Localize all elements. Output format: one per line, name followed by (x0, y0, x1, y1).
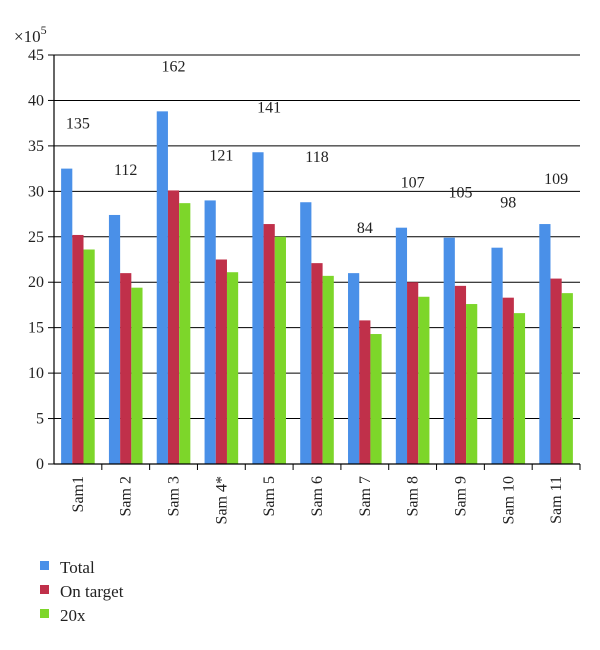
category-label: Sam 6 (309, 476, 326, 516)
category-label: Sam 5 (261, 476, 278, 516)
data-annotation: 135 (66, 116, 90, 133)
legend-swatch (40, 609, 49, 618)
bar-total (443, 237, 455, 464)
data-annotation: 118 (305, 149, 328, 166)
bar-total (300, 202, 312, 465)
axes (53, 55, 581, 470)
bar-on-target (263, 224, 275, 464)
bar-on-target (407, 282, 419, 464)
legend-swatch (40, 561, 49, 570)
bar-total (348, 273, 360, 464)
category-label: Sam 11 (548, 476, 565, 524)
x-axis-labels: Sam1 Sam 2 Sam 3 Sam 4* Sam 5 Sam 6 Sam 7 Sam 8… (70, 476, 565, 524)
y-tick-label: 0 (36, 456, 44, 473)
y-tick-label: 45 (28, 47, 44, 64)
scale-base: ×10 (14, 27, 41, 46)
bar-20x (466, 304, 478, 464)
bar-20x (513, 313, 526, 464)
y-tick-label: 35 (28, 138, 44, 155)
bar-total (539, 224, 551, 464)
bar-total (108, 214, 121, 464)
category-label: Sam 10 (500, 476, 517, 524)
y-axis-ticks: 0 5 10 15 20 25 30 35 40 45 (28, 47, 54, 473)
bar-on-target (167, 190, 180, 464)
y-tick-label: 15 (28, 320, 44, 337)
bar-20x (179, 203, 191, 464)
bar-on-target (359, 320, 371, 464)
category-label: Sam 8 (405, 476, 422, 516)
category-label: Sam 4* (213, 476, 230, 524)
legend-swatch (40, 585, 49, 594)
legend-label: 20x (60, 606, 86, 625)
legend-label: On target (60, 582, 124, 601)
bar-20x (131, 287, 143, 464)
y-tick-label: 25 (28, 229, 44, 246)
bar-20x (274, 236, 286, 464)
data-annotation: 84 (357, 220, 373, 237)
bar-20x (561, 293, 573, 464)
y-tick-label: 40 (28, 92, 44, 109)
bars (61, 111, 573, 465)
bar-on-target (215, 259, 227, 464)
y-tick-label: 30 (28, 183, 44, 200)
category-label: Sam 7 (357, 476, 374, 516)
y-tick-label: 20 (28, 274, 44, 291)
category-label: Sam1 (70, 476, 87, 512)
y-scale-label: ×105 (14, 23, 47, 46)
bar-total (491, 247, 503, 464)
data-annotation: 107 (401, 175, 425, 192)
data-annotation: 109 (544, 171, 568, 188)
data-annotation: 121 (209, 147, 233, 164)
data-annotation: 112 (114, 162, 137, 179)
bar-20x (370, 334, 382, 464)
bar-total (252, 152, 264, 465)
bar-on-target (120, 273, 132, 464)
bar-20x (322, 275, 334, 464)
legend-label: Total (60, 558, 95, 577)
bar-on-target (502, 297, 514, 464)
data-annotation: 98 (500, 195, 516, 212)
scale-exponent: 5 (41, 23, 47, 37)
bar-on-target (454, 285, 467, 464)
data-annotation: 141 (257, 99, 281, 116)
category-label: Sam 2 (118, 476, 135, 516)
bar-total (395, 227, 408, 464)
data-annotation: 105 (448, 185, 472, 202)
y-tick-label: 10 (28, 365, 44, 382)
bar-20x (418, 296, 430, 464)
data-annotation: 162 (162, 58, 186, 75)
legend: Total On target 20x (40, 558, 124, 625)
category-label: Sam 9 (452, 476, 469, 516)
bar-on-target (550, 278, 562, 464)
bar-total (156, 111, 168, 465)
bar-20x (226, 272, 239, 464)
bar-on-target (311, 263, 323, 464)
bar-on-target (72, 234, 84, 464)
bar-total (61, 168, 73, 464)
data-annotations: 135 112 162 121 141 118 84 107 105 98 109 (66, 58, 568, 237)
category-label: Sam 3 (166, 476, 183, 516)
bar-total (204, 200, 216, 464)
bar-20x (83, 249, 95, 464)
y-tick-label: 5 (36, 411, 44, 428)
